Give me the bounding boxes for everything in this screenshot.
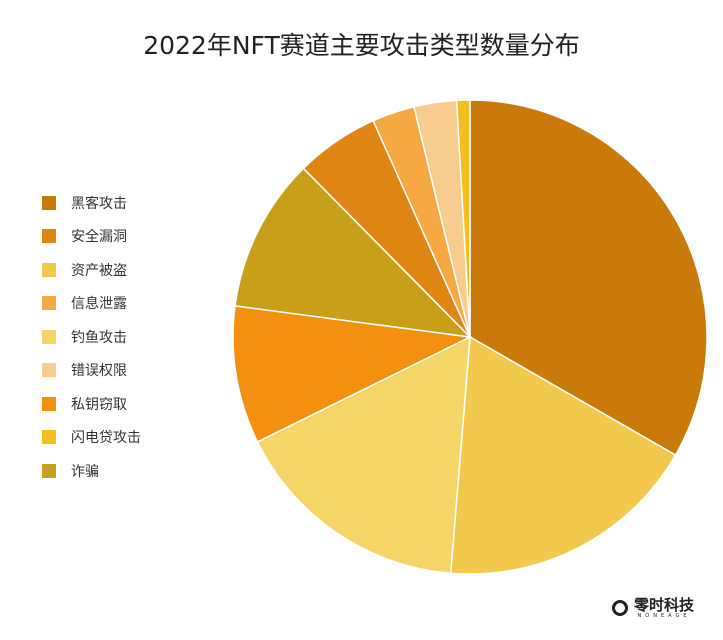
logo-ring-icon <box>612 600 628 616</box>
legend-swatch <box>42 430 56 445</box>
legend-item: 私钥窃取 <box>42 387 141 421</box>
pie-slice-2 <box>256 335 471 575</box>
legend-swatch <box>42 195 56 210</box>
legend-item: 闪电贷攻击 <box>42 421 141 455</box>
legend-item: 安全漏洞 <box>42 220 141 254</box>
legend-label: 诈骗 <box>71 463 99 480</box>
legend-swatch <box>42 262 56 277</box>
legend-label: 资产被盗 <box>71 262 127 279</box>
legend-swatch <box>42 296 56 311</box>
legend-item: 黑客攻击 <box>42 186 141 220</box>
pie-slice-0 <box>469 99 708 457</box>
legend-swatch <box>42 363 56 378</box>
legend-label: 安全漏洞 <box>71 229 127 246</box>
logo: 零时科技 NONEAGE <box>612 597 694 619</box>
legend-item: 错误权限 <box>42 354 141 388</box>
legend-item: 钓鱼攻击 <box>42 320 141 354</box>
legend-swatch <box>42 463 56 478</box>
legend-label: 信息泄露 <box>71 296 127 313</box>
legend-label: 闪电贷攻击 <box>71 430 141 447</box>
legend-label: 钓鱼攻击 <box>71 329 127 346</box>
legend-swatch <box>42 329 56 344</box>
legend-swatch <box>42 396 56 411</box>
legend-label: 黑客攻击 <box>71 195 127 212</box>
chart-title: 2022年NFT赛道主要攻击类型数量分布 <box>143 31 580 60</box>
legend-item: 资产被盗 <box>42 253 141 287</box>
logo-sub: NONEAGE <box>637 613 691 619</box>
legend-item: 诈骗 <box>42 454 141 488</box>
pie-slice-4 <box>234 167 473 339</box>
legend-swatch <box>42 229 56 244</box>
legend-label: 私钥窃取 <box>71 396 127 413</box>
legend-label: 错误权限 <box>71 363 127 380</box>
pie-slice-3 <box>232 304 473 443</box>
pie-slice-1 <box>449 335 677 575</box>
pie-slice-8 <box>455 99 471 338</box>
legend: 黑客攻击安全漏洞资产被盗信息泄露钓鱼攻击错误权限私钥窃取闪电贷攻击诈骗 <box>42 186 141 488</box>
legend-item: 信息泄露 <box>42 287 141 321</box>
logo-name: 零时科技 <box>634 596 695 614</box>
